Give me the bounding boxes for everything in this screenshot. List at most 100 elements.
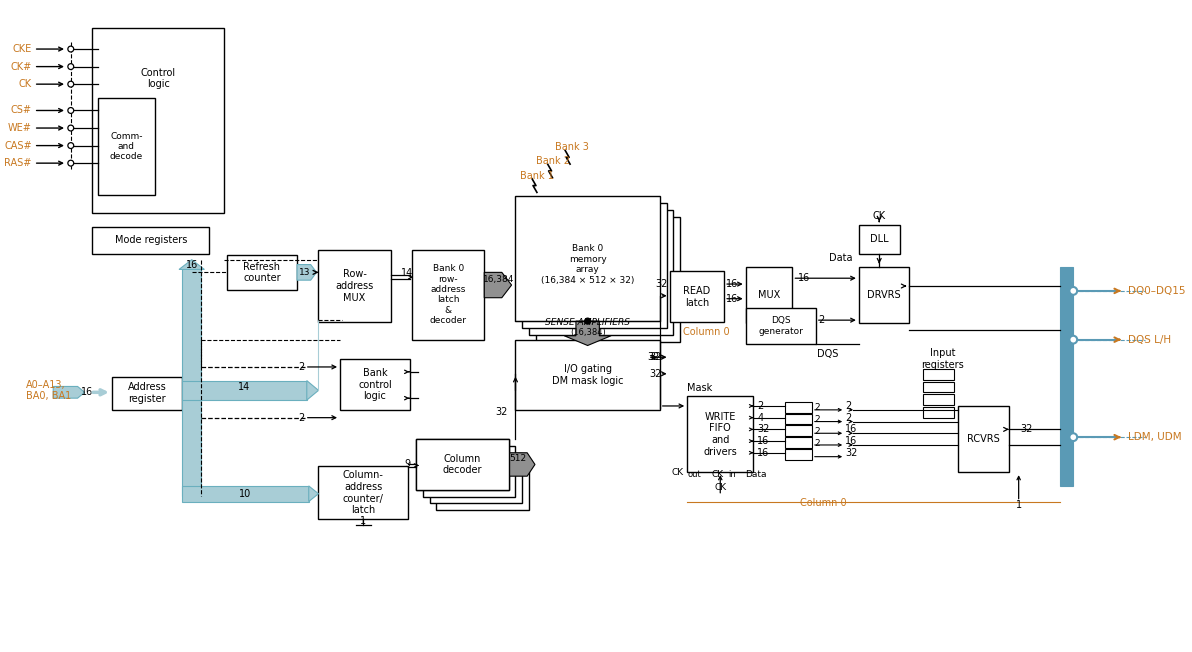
Text: 14: 14 [238, 383, 250, 393]
Text: CK: CK [671, 467, 683, 477]
Text: 32: 32 [650, 352, 662, 363]
Text: 2: 2 [757, 401, 764, 411]
Text: Data: Data [746, 469, 768, 479]
FancyBboxPatch shape [226, 255, 297, 290]
Text: DQ0–DQ15: DQ0–DQ15 [1128, 286, 1185, 296]
Text: CAS#: CAS# [4, 141, 32, 151]
Text: 16: 16 [186, 259, 198, 269]
Text: 1: 1 [360, 516, 366, 526]
Text: LDM, UDM: LDM, UDM [1128, 432, 1181, 442]
Text: Column 0: Column 0 [800, 499, 848, 509]
Polygon shape [309, 486, 318, 501]
Text: in: in [728, 469, 735, 479]
FancyBboxPatch shape [416, 439, 509, 490]
Text: (16,384): (16,384) [570, 328, 606, 336]
FancyBboxPatch shape [958, 406, 1008, 472]
Text: 4: 4 [757, 413, 763, 422]
Polygon shape [54, 387, 85, 398]
FancyBboxPatch shape [92, 27, 224, 213]
FancyBboxPatch shape [1060, 267, 1073, 486]
Text: Data: Data [830, 252, 853, 263]
Text: 16: 16 [726, 293, 738, 304]
FancyBboxPatch shape [92, 226, 210, 254]
Text: DQS: DQS [817, 349, 838, 359]
FancyBboxPatch shape [784, 414, 812, 424]
Text: out: out [687, 469, 701, 479]
Text: 16: 16 [845, 436, 857, 446]
Text: CKE: CKE [13, 44, 32, 54]
Text: Input
registers: Input registers [921, 348, 964, 370]
Circle shape [1069, 336, 1078, 344]
FancyBboxPatch shape [536, 216, 681, 342]
Text: 32: 32 [757, 424, 770, 434]
Text: 32: 32 [656, 279, 668, 289]
Text: CK: CK [712, 469, 724, 479]
Text: Mask: Mask [687, 383, 713, 393]
Text: MUX: MUX [758, 289, 780, 300]
FancyBboxPatch shape [423, 446, 515, 497]
FancyBboxPatch shape [522, 203, 666, 328]
Text: CK: CK [714, 483, 726, 492]
Text: Mode registers: Mode registers [114, 235, 187, 245]
FancyBboxPatch shape [858, 267, 909, 323]
Text: 2: 2 [814, 415, 820, 424]
Text: 16: 16 [81, 387, 93, 397]
Text: 16,384: 16,384 [483, 274, 515, 284]
Text: A0–A13,
BA0, BA1: A0–A13, BA0, BA1 [26, 379, 72, 401]
Text: 2: 2 [845, 413, 851, 422]
Text: Bank 0
memory
array
(16,384 × 512 × 32): Bank 0 memory array (16,384 × 512 × 32) [541, 244, 634, 285]
Circle shape [1069, 287, 1078, 295]
Text: WE#: WE# [8, 123, 32, 133]
Text: CS#: CS# [11, 106, 32, 115]
Text: Bank 1: Bank 1 [520, 171, 554, 181]
FancyBboxPatch shape [923, 381, 955, 393]
Circle shape [585, 318, 590, 324]
Text: DLL: DLL [870, 234, 888, 244]
FancyBboxPatch shape [670, 271, 725, 322]
Text: Bank 3: Bank 3 [555, 141, 589, 151]
FancyBboxPatch shape [784, 426, 812, 436]
Text: WRITE
FIFO
and
drivers: WRITE FIFO and drivers [703, 412, 737, 456]
Text: 2: 2 [814, 439, 820, 447]
Circle shape [68, 160, 74, 166]
Text: Column 0: Column 0 [683, 327, 730, 337]
FancyBboxPatch shape [784, 402, 812, 413]
FancyBboxPatch shape [318, 466, 408, 519]
Text: CK: CK [873, 211, 886, 220]
Text: Row-
address
MUX: Row- address MUX [335, 269, 373, 303]
Circle shape [68, 108, 74, 113]
Text: Refresh
counter: Refresh counter [243, 261, 281, 283]
Text: CK: CK [19, 79, 32, 89]
FancyBboxPatch shape [429, 452, 522, 503]
Text: RAS#: RAS# [5, 158, 32, 168]
Text: 9: 9 [404, 458, 410, 469]
FancyBboxPatch shape [746, 308, 815, 344]
Text: Comm-
and
decode: Comm- and decode [110, 132, 143, 162]
Text: Column-
address
counter/
latch: Column- address counter/ latch [343, 470, 384, 515]
Polygon shape [510, 452, 535, 476]
Text: DQS L/H: DQS L/H [1128, 334, 1171, 345]
Text: Bank 2: Bank 2 [535, 156, 570, 166]
FancyBboxPatch shape [515, 340, 660, 410]
FancyBboxPatch shape [182, 486, 309, 501]
Text: 16: 16 [726, 279, 738, 289]
FancyBboxPatch shape [923, 394, 955, 405]
Text: 2: 2 [814, 427, 820, 436]
FancyBboxPatch shape [112, 377, 182, 410]
Text: 10: 10 [240, 489, 252, 499]
FancyBboxPatch shape [182, 267, 201, 496]
Polygon shape [306, 381, 318, 400]
FancyBboxPatch shape [182, 381, 306, 400]
Text: Bank
control
logic: Bank control logic [358, 368, 392, 401]
FancyBboxPatch shape [412, 250, 484, 340]
Text: DQS
generator: DQS generator [758, 316, 803, 336]
Text: 32: 32 [496, 407, 508, 417]
Text: I/O gating
DM mask logic: I/O gating DM mask logic [552, 364, 623, 385]
Text: 2: 2 [298, 362, 304, 372]
Text: 1: 1 [1016, 501, 1022, 511]
FancyBboxPatch shape [923, 407, 955, 418]
Circle shape [1069, 434, 1078, 441]
Text: Column
decoder: Column decoder [442, 454, 482, 475]
FancyBboxPatch shape [687, 396, 753, 472]
Text: 16: 16 [757, 436, 770, 446]
